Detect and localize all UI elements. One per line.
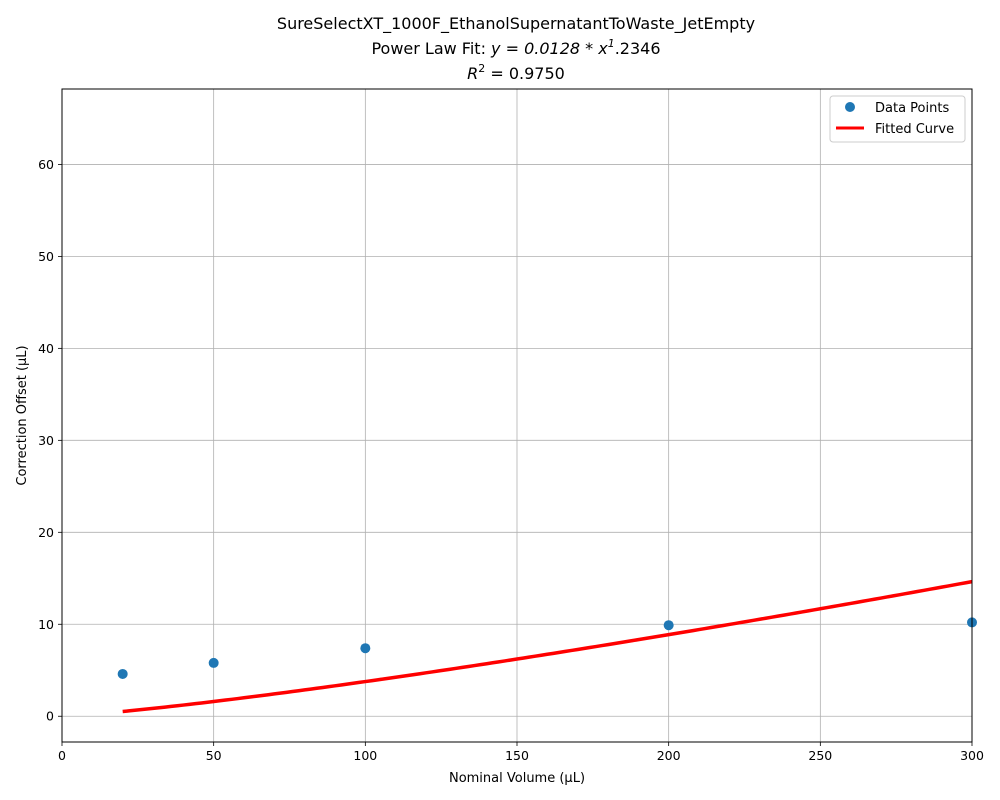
- data-point: [360, 643, 371, 654]
- data-point: [208, 657, 219, 668]
- y-axis-label: Correction Offset (µL): [15, 345, 30, 485]
- x-tick-label: 200: [657, 748, 681, 763]
- data-point: [117, 668, 128, 679]
- x-tick-label: 300: [960, 748, 984, 763]
- title-line-2: Power Law Fit: y = 0.0128 * x1.2346: [371, 37, 660, 58]
- title-line-3-r: R: [467, 64, 478, 83]
- y-tick-label: 10: [38, 617, 54, 632]
- title-line-3-exponent: 2: [478, 62, 485, 75]
- legend-label-data-points: Data Points: [875, 101, 949, 116]
- x-tick-label: 0: [58, 748, 66, 763]
- fitted-curve: [122, 579, 973, 714]
- legend-marker-data-points: [845, 102, 855, 112]
- x-tick-label: 250: [808, 748, 832, 763]
- y-tick-label: 20: [38, 525, 54, 540]
- title-line-3-value: = 0.9750: [485, 64, 565, 83]
- legend: Data Points Fitted Curve: [829, 95, 966, 143]
- plot-area: [117, 579, 977, 714]
- title-line-2-suffix: .2346: [615, 39, 661, 58]
- title-line-2-prefix: Power Law Fit:: [371, 39, 491, 58]
- y-tick-label: 40: [38, 341, 54, 356]
- y-tick-label: 60: [38, 157, 54, 172]
- title-line-1: SureSelectXT_1000F_EthanolSupernatantToW…: [277, 14, 755, 34]
- x-axis-label: Nominal Volume (µL): [449, 771, 585, 786]
- legend-frame: [829, 95, 966, 143]
- x-tick-label: 50: [206, 748, 222, 763]
- x-tick-label: 100: [353, 748, 377, 763]
- legend-label-fitted-curve: Fitted Curve: [875, 122, 954, 137]
- axis-ticks: 0 50 100 150 200 250 300 0 10 20 30 40 50 60: [38, 157, 984, 763]
- y-tick-label: 50: [38, 249, 54, 264]
- title-line-2-exponent: 1: [608, 37, 615, 50]
- chart-title: SureSelectXT_1000F_EthanolSupernatantToW…: [277, 14, 755, 83]
- y-tick-label: 30: [38, 433, 54, 448]
- y-tick-label: 0: [46, 709, 54, 724]
- title-line-2-math: y = 0.0128 * x: [490, 39, 608, 58]
- x-tick-label: 150: [505, 748, 529, 763]
- title-line-3: R2 = 0.9750: [467, 62, 565, 83]
- data-point: [663, 620, 674, 631]
